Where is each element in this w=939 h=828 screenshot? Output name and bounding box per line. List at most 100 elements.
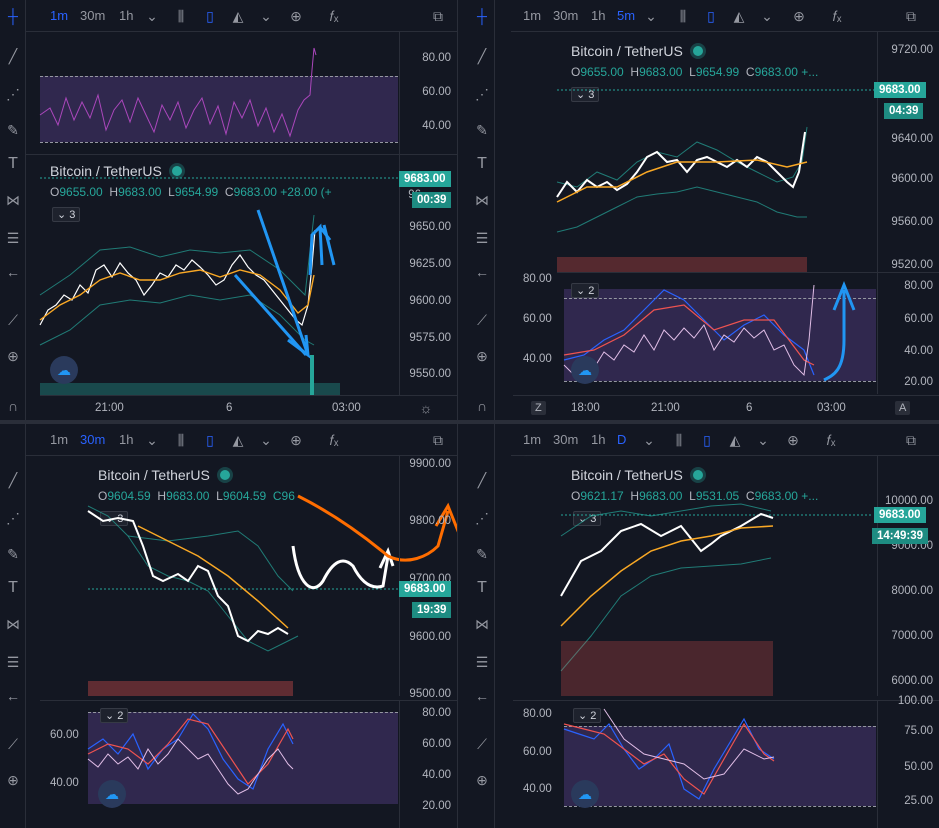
add-indicator-icon[interactable]: ⊕ <box>787 431 799 448</box>
chevron-down-icon[interactable]: ⌄ <box>146 7 158 24</box>
pattern-icon[interactable]: ⋈ <box>6 615 20 632</box>
chart-pane-top-right[interactable]: ┼ ╱ ⋰ ✎ T ⋈ ☰ ← ⟋ ⊕ ∩ 1m 30m 1h 5m ⌄ ⫼ ▯… <box>469 0 939 420</box>
text-icon[interactable]: T <box>477 155 487 172</box>
fullscreen-icon[interactable]: ⧉ <box>906 7 916 24</box>
tradingview-logo[interactable]: ☁ <box>571 356 599 384</box>
back-arrow-icon[interactable]: ← <box>475 264 489 280</box>
timeframe-30m[interactable]: 30m <box>80 432 106 447</box>
timeframe-1m[interactable]: 1m <box>50 432 69 447</box>
crosshair-icon[interactable]: ┼ <box>477 8 487 24</box>
trendline-icon[interactable]: ╱ <box>8 471 18 488</box>
chevron-down-icon[interactable]: ⌄ <box>761 7 773 24</box>
chart-pane-bottom-left[interactable]: ╱ ⋰ ✎ T ⋈ ☰ ← ⟋ ⊕ 1m 30m 1h ⌄ ⫼ ▯ ◭ ⌄ ⊕ … <box>0 424 457 828</box>
chevron-down-icon[interactable]: ⌄ <box>260 431 272 448</box>
timeframe-5m[interactable]: 5m <box>617 8 636 23</box>
measure-icon[interactable]: ☰ <box>6 653 20 670</box>
back-arrow-icon[interactable]: ← <box>475 688 489 704</box>
trendline-icon[interactable]: ╱ <box>477 47 487 64</box>
rsi-legend-toggle[interactable]: ⌄ 2 <box>573 708 602 723</box>
price-axis[interactable]: 10000.00 9000.00 8000.00 7000.00 6000.00 <box>877 456 939 696</box>
chart-pane-bottom-right[interactable]: ╱ ⋰ ✎ T ⋈ ☰ ← ⟋ ⊕ 1m 30m 1h D ⌄ ⫼ ▯ ◭ ⌄ … <box>469 424 939 828</box>
candles-style-icon[interactable]: ▯ <box>707 7 715 24</box>
text-icon[interactable]: T <box>8 155 18 172</box>
pattern-icon[interactable]: ⋈ <box>475 615 489 632</box>
fx-icon[interactable]: 𝑓ₓ <box>329 7 339 24</box>
timeframe-d[interactable]: D <box>617 432 627 447</box>
auto-scale-badge[interactable]: Z <box>531 401 546 415</box>
ruler-icon[interactable]: ⟋ <box>8 311 18 328</box>
bars-style-icon[interactable]: ⫼ <box>177 431 185 448</box>
timeframe-30m[interactable]: 30m <box>553 8 579 23</box>
chevron-down-icon[interactable]: ⌄ <box>757 431 769 448</box>
candles-style-icon[interactable]: ▯ <box>703 431 711 448</box>
price-axis[interactable]: 9720.00 9640.00 9600.00 9560.00 9520.00 <box>877 32 939 272</box>
bars-style-icon[interactable]: ⫼ <box>675 431 683 448</box>
text-icon[interactable]: T <box>477 579 487 596</box>
brush-icon[interactable]: ✎ <box>476 545 488 562</box>
brush-icon[interactable]: ✎ <box>7 545 19 562</box>
back-arrow-icon[interactable]: ← <box>6 688 20 704</box>
candles-style-icon[interactable]: ▯ <box>206 7 214 24</box>
rsi-legend-toggle[interactable]: ⌄ 2 <box>100 708 129 723</box>
fullscreen-icon[interactable]: ⧉ <box>433 431 443 448</box>
pane-separator[interactable] <box>26 154 457 155</box>
pattern-icon[interactable]: ⋈ <box>475 191 489 208</box>
pane-splitter-horizontal[interactable] <box>0 420 939 424</box>
ruler-icon[interactable]: ⟋ <box>477 735 487 752</box>
zoom-icon[interactable]: ⊕ <box>476 771 488 788</box>
timeframe-30m[interactable]: 30m <box>80 8 106 23</box>
area-style-icon[interactable]: ◭ <box>232 431 244 448</box>
settings-gear-icon[interactable]: ☼ <box>419 400 433 416</box>
timeframe-1h[interactable]: 1h <box>591 432 606 447</box>
measure-icon[interactable]: ☰ <box>6 229 20 246</box>
zoom-icon[interactable]: ⊕ <box>7 771 19 788</box>
area-style-icon[interactable]: ◭ <box>733 7 745 24</box>
fx-icon[interactable]: 𝑓ₓ <box>826 431 836 448</box>
timeframe-1h[interactable]: 1h <box>119 8 134 23</box>
fx-icon[interactable]: 𝑓ₓ <box>832 7 842 24</box>
chevron-down-icon[interactable]: ⌄ <box>645 7 657 24</box>
ruler-icon[interactable]: ⟋ <box>477 311 487 328</box>
brush-icon[interactable]: ✎ <box>476 121 488 138</box>
zoom-icon[interactable]: ⊕ <box>7 347 19 364</box>
timeframe-1m[interactable]: 1m <box>50 8 69 23</box>
text-icon[interactable]: T <box>8 579 18 596</box>
chevron-down-icon[interactable]: ⌄ <box>260 7 272 24</box>
price-axis[interactable]: 9900.00 9800.00 9700.00 9600.00 9500.00 <box>399 456 457 700</box>
trendline-icon[interactable]: ╱ <box>8 47 18 64</box>
trendline-icon[interactable]: ╱ <box>477 471 487 488</box>
magnet-icon[interactable]: ∩ <box>476 398 488 414</box>
timeframe-1m[interactable]: 1m <box>523 8 542 23</box>
fib-icon[interactable]: ⋰ <box>475 85 489 102</box>
pane-separator[interactable] <box>40 700 457 701</box>
back-arrow-icon[interactable]: ← <box>6 264 20 280</box>
fx-icon[interactable]: 𝑓ₓ <box>329 431 339 448</box>
fib-icon[interactable]: ⋰ <box>475 509 489 526</box>
timeframe-30m[interactable]: 30m <box>553 432 579 447</box>
add-indicator-icon[interactable]: ⊕ <box>290 431 302 448</box>
tradingview-logo[interactable]: ☁ <box>571 780 599 808</box>
area-style-icon[interactable]: ◭ <box>232 7 244 24</box>
tradingview-logo[interactable]: ☁ <box>98 780 126 808</box>
bars-style-icon[interactable]: ⫼ <box>177 7 185 24</box>
pane-separator[interactable] <box>557 272 939 273</box>
area-style-icon[interactable]: ◭ <box>729 431 741 448</box>
indicator-legend-toggle[interactable]: ⌄ 3 <box>52 207 81 222</box>
auto-scale-badge[interactable]: A <box>895 401 911 415</box>
timeframe-1h[interactable]: 1h <box>119 432 134 447</box>
indicator-legend-toggle[interactable]: ⌄ 3 <box>571 87 600 102</box>
pattern-icon[interactable]: ⋈ <box>6 191 20 208</box>
measure-icon[interactable]: ☰ <box>475 653 489 670</box>
fullscreen-icon[interactable]: ⧉ <box>433 7 443 24</box>
measure-icon[interactable]: ☰ <box>475 229 489 246</box>
tradingview-logo[interactable]: ☁ <box>50 356 78 384</box>
fib-icon[interactable]: ⋰ <box>6 85 20 102</box>
candles-style-icon[interactable]: ▯ <box>206 431 214 448</box>
add-indicator-icon[interactable]: ⊕ <box>290 7 302 24</box>
price-axis[interactable]: 96 9650.00 9625.00 9600.00 9575.00 9550.… <box>399 155 457 395</box>
timeframe-1m[interactable]: 1m <box>523 432 542 447</box>
fullscreen-icon[interactable]: ⧉ <box>906 431 916 448</box>
add-indicator-icon[interactable]: ⊕ <box>793 7 805 24</box>
ruler-icon[interactable]: ⟋ <box>8 735 18 752</box>
brush-icon[interactable]: ✎ <box>7 121 19 138</box>
